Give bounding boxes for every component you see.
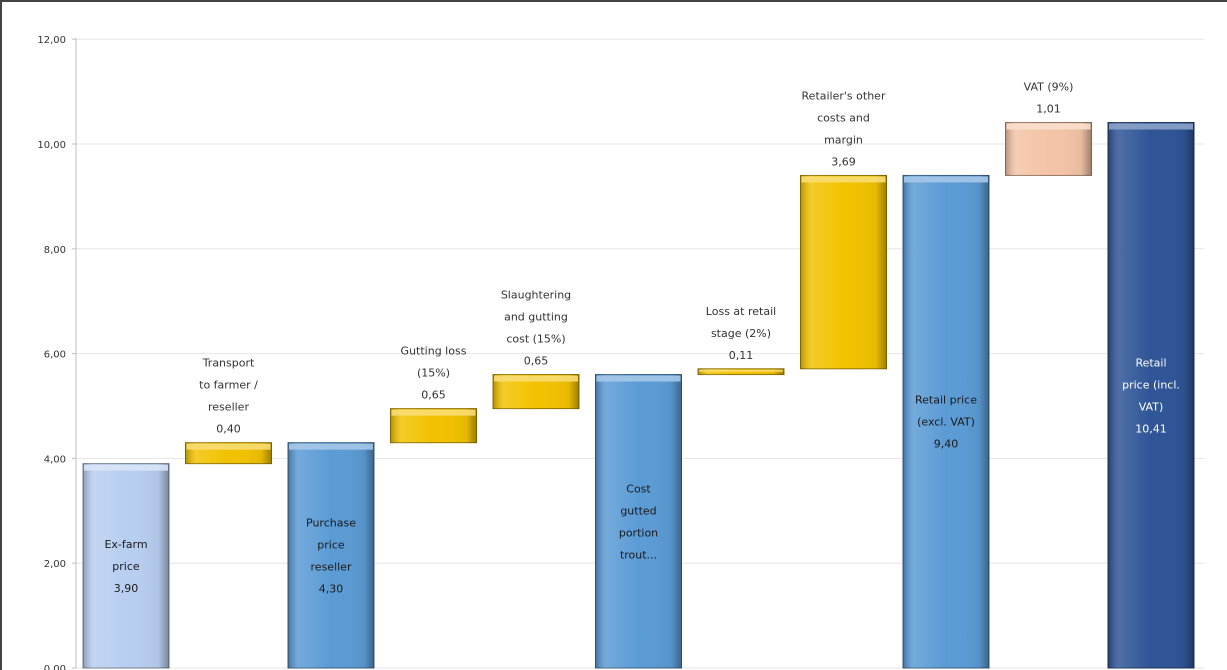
bar-label-line: cost (15%) (506, 333, 565, 346)
bar-label-line: to farmer / (199, 379, 258, 392)
y-tick-label: 0,00 (44, 664, 66, 670)
bar-7 (697, 368, 785, 376)
bar-8 (800, 174, 887, 370)
bar-label-line: 0,40 (216, 423, 241, 436)
bar-bevel (494, 375, 578, 382)
bar-5 (492, 374, 580, 410)
bar-label-line: Cost (626, 482, 651, 495)
bar-label-line: 3,90 (114, 582, 139, 595)
bar-label-line: Retail (1135, 356, 1166, 369)
bar-bevel (186, 443, 271, 450)
bar-label-line: Gutting loss (401, 345, 467, 358)
y-tick-label: 10,00 (37, 140, 66, 151)
bar-label-line: price (317, 538, 345, 551)
y-tick-label: 8,00 (44, 245, 66, 256)
bar-label-line: Retailer's other (802, 89, 886, 102)
bar-bevel (84, 464, 168, 471)
bar-bevel (699, 369, 783, 372)
bar-shading (1005, 122, 1092, 176)
bar-6 (595, 374, 682, 669)
bar-label-line: 10,41 (1135, 422, 1167, 435)
y-tick-label: 12,00 (37, 35, 66, 46)
bar-label-line: reseller (311, 560, 352, 573)
bar-label-line: margin (824, 133, 863, 146)
bar-bevel (596, 375, 681, 382)
bar-label-line: Purchase (306, 516, 356, 529)
bar-bevel (801, 176, 886, 183)
bar-label-line: 3,69 (831, 155, 856, 168)
bar-label-line: 0,65 (524, 355, 549, 368)
bar-label-line: stage (2%) (711, 327, 771, 340)
bar-shading (83, 463, 169, 668)
bar-label-line: Slaughtering (501, 289, 571, 302)
bar-bevel (391, 409, 476, 416)
bar-label-line: Retail price (915, 394, 977, 407)
bar-label-line: VAT) (1139, 400, 1164, 413)
bar-2 (185, 442, 272, 465)
bar-1 (82, 463, 170, 669)
bar-bevel (289, 443, 373, 450)
bar-label-line: price (incl. (1122, 378, 1180, 391)
bar-bevel (1006, 123, 1091, 130)
y-tick-label: 2,00 (44, 559, 66, 570)
bar-4 (390, 408, 477, 444)
bar-labels: Ex-farm price 3,90 Transport to farmer / rese… (104, 81, 1179, 596)
bar-label-line: Ex-farm (104, 538, 147, 551)
bar-shading (288, 442, 374, 668)
bar-9 (902, 174, 990, 669)
bar-label-line: price (112, 560, 140, 573)
bar-bevel (904, 176, 988, 183)
bar-label-line: and gutting (504, 311, 568, 324)
bar-label-line: 0,65 (421, 389, 446, 402)
bar-label-line: VAT (9%) (1024, 81, 1074, 94)
bar-10 (1005, 122, 1092, 176)
bar-label-line: portion (619, 526, 658, 539)
bar-label-line: (excl. VAT) (917, 416, 975, 429)
bar-label-line: 4,30 (319, 582, 344, 595)
bar-label-line: gutted (620, 504, 656, 517)
y-tick-label: 4,00 (44, 454, 66, 465)
bar-label-line: 0,11 (729, 349, 754, 362)
bar-shading (1108, 122, 1194, 669)
bar-11 (1107, 122, 1195, 669)
bar-bevel (1109, 123, 1193, 130)
bar-label-line: trout... (620, 548, 657, 561)
bar-label-line: Transport (202, 357, 255, 370)
y-axis: 0,00 2,00 4,00 6,00 8,00 10,00 12,00 (37, 35, 77, 670)
bar-shading (903, 175, 989, 668)
bar-label-line: reseller (208, 401, 249, 414)
bar-label-line: Loss at retail (706, 305, 776, 318)
bar-label-line: (15%) (417, 367, 450, 380)
bar-label-line: costs and (817, 111, 870, 124)
bar-label-line: 1,01 (1036, 103, 1061, 116)
bar-label-line: 9,40 (934, 438, 959, 451)
bar-shading (800, 175, 887, 369)
bars (82, 122, 1195, 669)
y-tick-label: 6,00 (44, 350, 66, 361)
bar-shading (595, 374, 682, 668)
bar-3 (287, 442, 375, 669)
